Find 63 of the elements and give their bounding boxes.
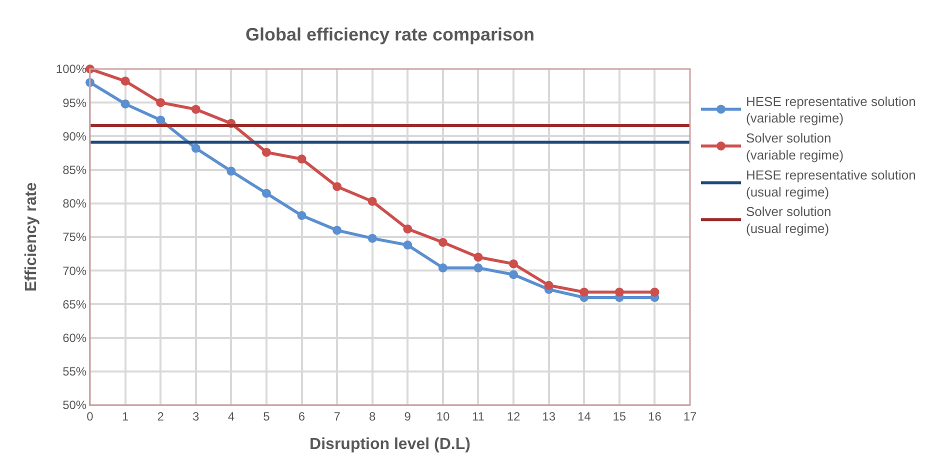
point xyxy=(580,288,589,297)
y-tick-label: 50% xyxy=(62,398,87,412)
point xyxy=(403,240,412,250)
x-tick-label: 2 xyxy=(157,409,164,424)
x-tick-label: 16 xyxy=(648,409,662,424)
y-tick-label: 60% xyxy=(62,331,87,345)
x-tick-label: 6 xyxy=(298,409,306,424)
point xyxy=(544,280,554,290)
x-tick-label: 13 xyxy=(542,409,556,424)
x-axis-title: Disruption level (D.L) xyxy=(310,436,470,454)
x-tick-label: 14 xyxy=(577,409,592,424)
point xyxy=(156,98,166,108)
x-tick-label: 12 xyxy=(506,409,521,424)
x-tick-label: 10 xyxy=(436,409,450,424)
chart-title: Global efficiency rate comparison xyxy=(245,24,535,45)
x-tick-label: 5 xyxy=(263,409,270,424)
x-tick-label: 17 xyxy=(683,409,697,424)
point xyxy=(368,196,377,206)
point xyxy=(156,116,166,125)
y-tick-label: 55% xyxy=(62,364,87,379)
x-tick-label: 7 xyxy=(334,409,341,424)
point xyxy=(262,188,271,198)
x-tick-label: 3 xyxy=(192,409,200,424)
point xyxy=(474,263,483,272)
point xyxy=(614,288,624,297)
point xyxy=(650,288,660,297)
point xyxy=(191,104,200,114)
point xyxy=(120,99,130,108)
y-tick-label: 100% xyxy=(56,62,87,76)
legend-label: HESE representative solution (usual regime) xyxy=(746,167,916,200)
legend-label: Solver solution (usual regime) xyxy=(746,204,832,236)
point xyxy=(262,148,271,157)
point xyxy=(191,144,200,153)
point xyxy=(297,154,306,164)
x-tick-label: 8 xyxy=(369,409,376,424)
y-tick-label: 95% xyxy=(62,96,87,110)
y-tick-label: 90% xyxy=(62,129,87,144)
x-tick-label: 0 xyxy=(86,409,94,424)
x-tick-label: 4 xyxy=(228,409,235,424)
legend-label: Solver solution (variable regime) xyxy=(746,130,844,163)
point xyxy=(474,252,483,262)
y-tick-label: 70% xyxy=(62,264,87,278)
point xyxy=(438,238,448,247)
y-tick-label: 65% xyxy=(62,297,87,312)
point xyxy=(332,182,342,192)
x-tick-label: 1 xyxy=(122,409,129,424)
point xyxy=(438,263,448,272)
point xyxy=(226,166,236,176)
point xyxy=(403,224,412,234)
x-tick-label: 9 xyxy=(404,409,412,424)
point xyxy=(120,76,130,86)
y-tick-label: 85% xyxy=(62,163,87,177)
y-axis-title: Efficiency rate xyxy=(22,182,40,292)
point xyxy=(509,259,518,268)
point xyxy=(297,211,306,220)
point xyxy=(368,234,377,243)
y-tick-label: 75% xyxy=(62,230,87,244)
point xyxy=(509,270,518,280)
x-tick-label: 15 xyxy=(612,409,626,424)
legend-label: HESE representative solution (variable regime) xyxy=(746,94,916,126)
y-tick-label: 80% xyxy=(62,196,87,211)
point xyxy=(332,226,342,235)
x-tick-label: 11 xyxy=(472,409,485,424)
